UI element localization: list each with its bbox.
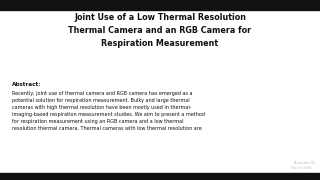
Text: Recently, joint use of thermal camera and RGB camera has emerged as a
potential : Recently, joint use of thermal camera an… — [12, 91, 205, 131]
Text: Activate W
Go to Sett...: Activate W Go to Sett... — [292, 161, 315, 170]
Bar — [0, 0, 320, 10]
Bar — [0, 173, 320, 180]
Text: Abstract:: Abstract: — [12, 82, 42, 87]
Text: Joint Use of a Low Thermal Resolution
Thermal Camera and an RGB Camera for
Respi: Joint Use of a Low Thermal Resolution Th… — [68, 14, 252, 48]
